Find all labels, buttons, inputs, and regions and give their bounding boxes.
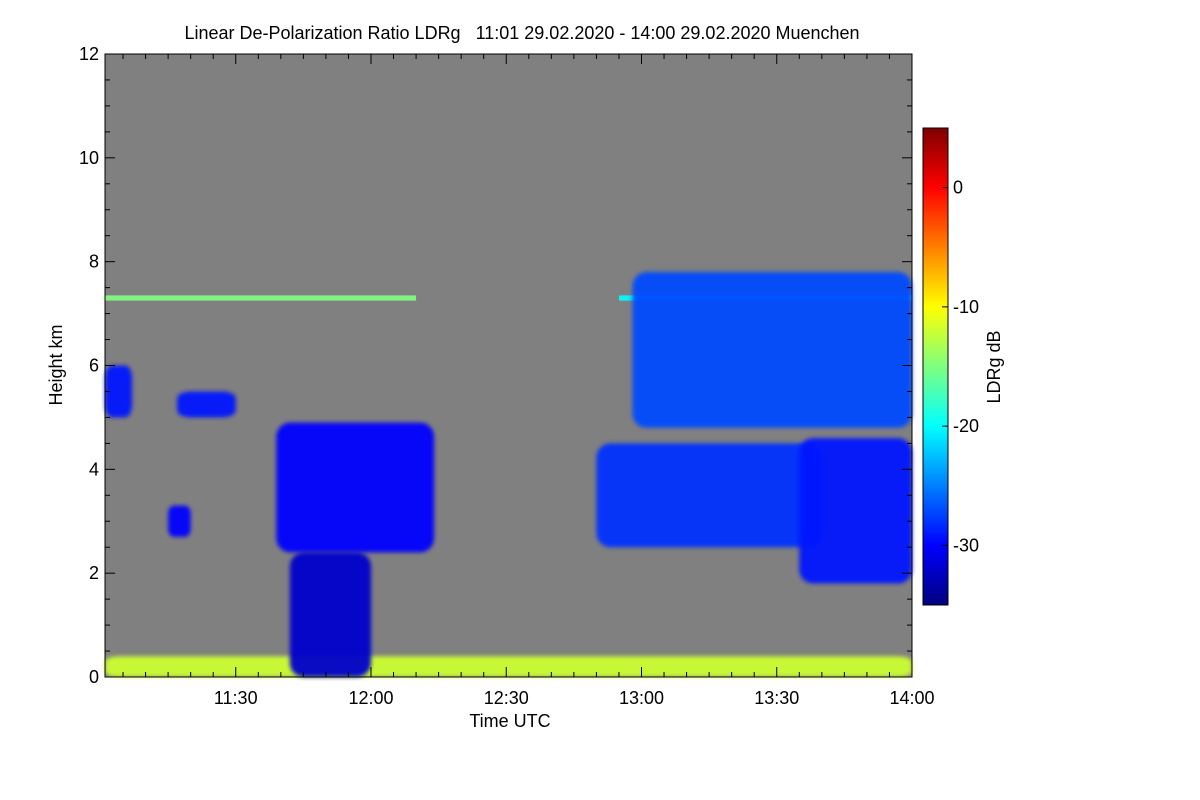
colorbar-tick-label: -30 — [953, 535, 979, 555]
x-axis: 11:30 12:00 12:30 13:00 13:30 14:00 — [122, 54, 935, 708]
feature-cloud — [632, 272, 912, 428]
feature-fall-streaks — [289, 552, 371, 677]
y-tick-label: 12 — [79, 44, 99, 64]
colorbar-tick-label: -20 — [953, 416, 979, 436]
y-tick-label: 6 — [89, 356, 99, 376]
feature-cloud — [105, 365, 133, 418]
chart-title: Linear De-Polarization Ratio LDRg 11:01 … — [184, 23, 859, 43]
x-tick-label: 13:00 — [619, 688, 664, 708]
cloud-features — [105, 272, 912, 677]
feature-thin-layer — [105, 295, 417, 301]
x-tick-label: 14:00 — [889, 688, 934, 708]
x-tick-label: 12:30 — [484, 688, 529, 708]
colorbar-label: LDRg dB — [984, 330, 1004, 403]
y-tick-label: 0 — [89, 667, 99, 687]
feature-cloud — [177, 391, 236, 418]
x-axis-label: Time UTC — [469, 711, 550, 731]
colorbar — [922, 127, 949, 606]
y-tick-label: 8 — [89, 252, 99, 272]
x-tick-label: 11:30 — [214, 688, 258, 708]
feature-cloud — [799, 438, 912, 584]
colorbar-ticks: 0 -10 -20 -30 — [942, 178, 979, 555]
y-tick-label: 10 — [79, 148, 99, 168]
y-axis: 0 2 4 6 8 10 12 — [79, 44, 912, 687]
feature-cloud — [276, 422, 435, 553]
colorbar-tick-label: -10 — [953, 297, 979, 317]
y-axis-label: Height km — [46, 324, 66, 405]
colorbar-tick-label: 0 — [953, 178, 963, 198]
feature-cloud — [168, 505, 191, 537]
feature-cloud — [596, 443, 822, 548]
y-tick-label: 4 — [89, 459, 99, 479]
feature-noise-layer-near-ground — [105, 656, 912, 677]
x-tick-label: 12:00 — [348, 688, 393, 708]
y-tick-label: 2 — [89, 563, 99, 583]
x-tick-label: 13:30 — [754, 688, 799, 708]
